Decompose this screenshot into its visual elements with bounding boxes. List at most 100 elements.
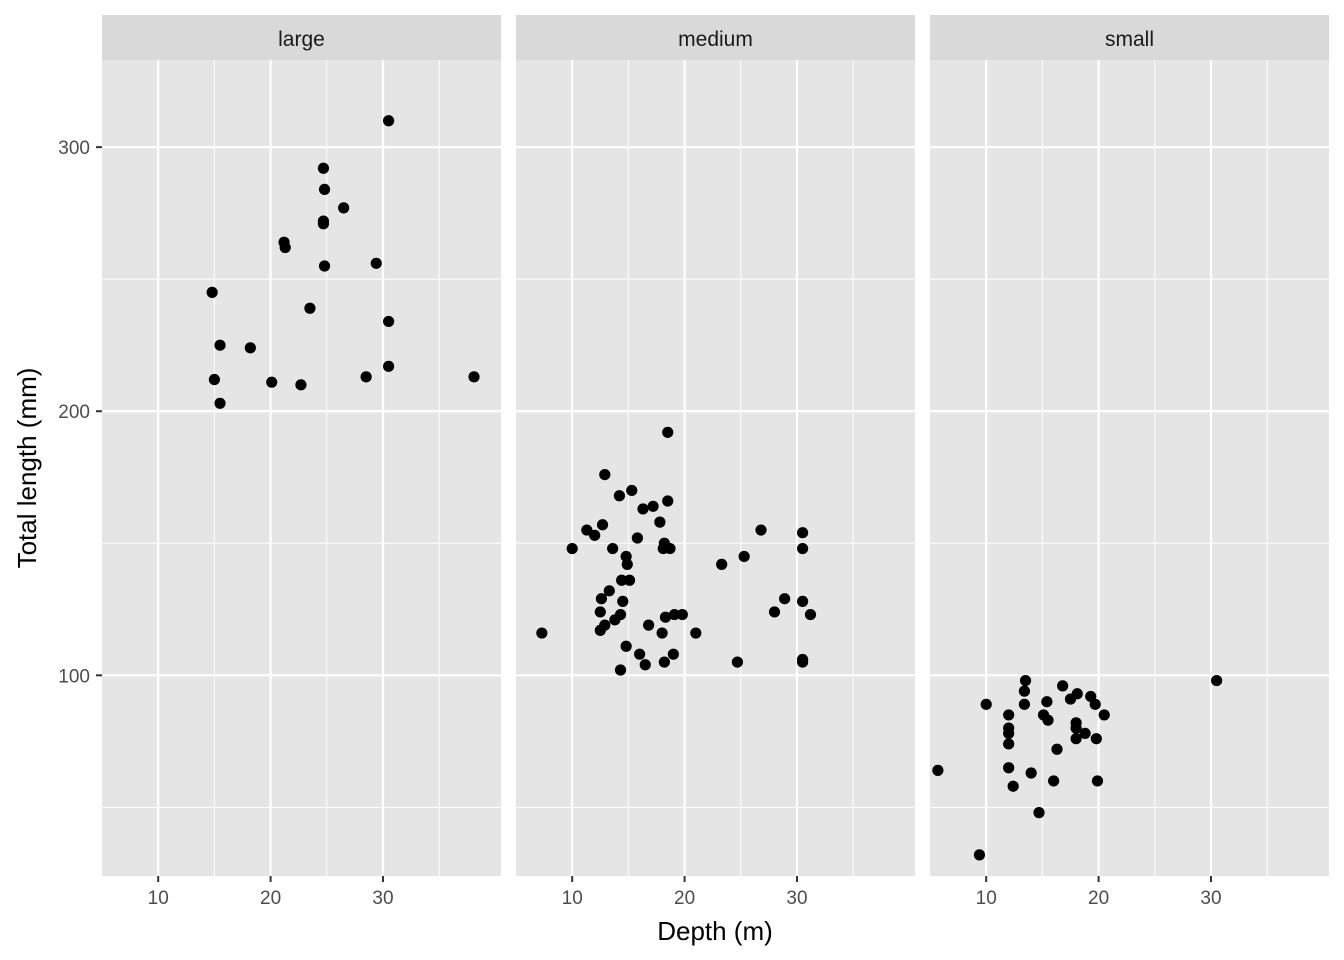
data-point [623, 574, 636, 586]
data-point [214, 397, 226, 409]
x-tick-label: 10 [148, 888, 169, 909]
data-point [603, 585, 615, 597]
data-point [626, 484, 638, 497]
data-point [1003, 738, 1015, 750]
data-point [621, 558, 633, 570]
facet-strip-label: medium [678, 28, 753, 51]
data-point [797, 542, 809, 555]
data-point [206, 286, 218, 298]
data-point [654, 516, 666, 528]
x-tick-label: 30 [1200, 888, 1221, 909]
data-point [536, 627, 548, 639]
data-point [360, 371, 372, 383]
data-point [599, 469, 611, 481]
data-point [779, 593, 791, 605]
data-point [1089, 698, 1101, 710]
data-point [643, 619, 655, 631]
data-point [304, 302, 316, 314]
data-point [244, 342, 256, 354]
data-point [214, 339, 226, 351]
data-point [797, 527, 809, 539]
x-tick-label: 10 [562, 888, 583, 909]
data-point [1018, 685, 1031, 697]
data-point [668, 608, 681, 621]
data-point [1057, 680, 1069, 692]
data-point [755, 524, 767, 536]
facet-strip [930, 15, 1329, 60]
data-point [1090, 733, 1102, 745]
data-point [932, 764, 944, 776]
data-point [383, 315, 395, 328]
data-point [317, 218, 330, 230]
data-point [1003, 762, 1015, 774]
data-point [594, 606, 606, 618]
data-point [595, 593, 608, 605]
data-point [659, 611, 672, 623]
data-point [383, 360, 395, 372]
data-point [768, 606, 781, 618]
y-tick-label: 200 [58, 402, 90, 423]
data-point [338, 202, 350, 214]
data-point [634, 648, 646, 660]
data-point [607, 542, 619, 555]
data-point [279, 241, 291, 254]
data-point [716, 558, 728, 570]
data-point [804, 608, 817, 621]
data-point [1091, 775, 1104, 787]
data-point [1051, 743, 1063, 755]
facet-panel-large: large 10 20 30 [102, 15, 501, 909]
panels-layer: large 10 20 30 medium 10 20 30 small 10 20 30 [102, 15, 1329, 909]
data-point [658, 656, 670, 668]
x-tick-label: 20 [260, 888, 281, 909]
data-point [662, 495, 674, 507]
data-point [676, 608, 688, 621]
data-point [295, 379, 307, 391]
data-point [468, 371, 480, 383]
data-point [1025, 767, 1037, 779]
data-point [613, 490, 626, 502]
data-point [1018, 698, 1031, 710]
data-point [383, 115, 395, 127]
y-tick-label: 100 [58, 666, 90, 687]
data-point [1048, 775, 1060, 787]
data-point [637, 503, 649, 515]
data-point [1019, 674, 1032, 687]
data-point [980, 698, 992, 710]
x-axis-title: Depth (m) [657, 916, 773, 946]
data-point [1007, 780, 1019, 792]
data-point [266, 376, 278, 388]
data-point [667, 648, 679, 660]
data-point [1098, 709, 1110, 721]
data-point [738, 550, 750, 563]
y-axis-title: Total length (mm) [12, 368, 42, 569]
data-point [1042, 714, 1054, 726]
data-point [370, 257, 382, 269]
panel-background [930, 60, 1329, 876]
y-axis: 100 200 300 [58, 138, 102, 687]
data-point [1033, 807, 1045, 819]
data-point [609, 614, 621, 626]
panel-background [516, 60, 915, 876]
data-point [973, 849, 986, 861]
data-point [617, 595, 629, 607]
data-point [1064, 693, 1077, 705]
data-point [690, 627, 702, 639]
x-tick-label: 30 [786, 888, 807, 909]
data-point [731, 656, 744, 668]
data-point [594, 624, 606, 637]
data-point [208, 373, 220, 386]
data-point [318, 183, 331, 195]
data-point [662, 426, 674, 438]
data-point [647, 500, 659, 512]
data-point [1070, 733, 1082, 745]
x-tick-label: 10 [976, 888, 997, 909]
data-point [1041, 696, 1053, 708]
facet-panel-medium: medium 10 20 30 [516, 15, 915, 909]
data-point [620, 640, 632, 652]
data-point [639, 659, 651, 671]
facet-strip-label: small [1105, 28, 1154, 51]
panel-background [102, 60, 501, 876]
data-point [596, 519, 609, 531]
data-point [631, 532, 643, 544]
